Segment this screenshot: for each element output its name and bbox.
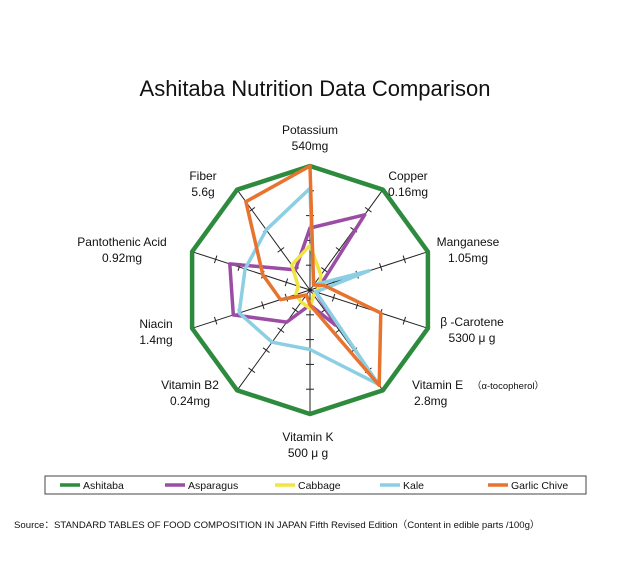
series-kale [237, 186, 381, 387]
axis-tick [213, 255, 218, 264]
series-garlic-chive [244, 164, 383, 388]
legend-label: Cabbage [298, 480, 341, 492]
axis-label-name: Vitamin K [282, 430, 333, 444]
axis-tick [291, 307, 299, 313]
axis-label-max: 2.8mg [414, 394, 447, 408]
axis-label-max: 0.16mg [388, 185, 428, 199]
axis-tick [379, 263, 383, 271]
legend: Ashitaba Asparagus Cabbage Kale Garlic Chive [44, 475, 587, 495]
series-ashitaba [189, 163, 431, 417]
axis-tick [277, 327, 285, 333]
axis-label-name: Pantothenic Acid [77, 235, 166, 249]
axis-tick [402, 316, 407, 325]
axis-tick [261, 301, 265, 310]
axis-tick [262, 347, 270, 353]
axis-line [309, 189, 384, 291]
axis-tick [402, 255, 407, 264]
source-note: Source：STANDARD TABLES OF FOOD COMPOSITI… [14, 519, 540, 531]
axis-label-name: Vitamin B2 [161, 378, 219, 392]
axis-label-max: 5300 μ g [449, 331, 496, 345]
axis-label-name: β -Carotene [440, 315, 504, 329]
axis-line [191, 251, 311, 291]
axis-labels: Potassium 540mg Copper 0.16mg Manganese 1.05m… [77, 123, 544, 460]
chart-title: Ashitaba Nutrition Data Comparison [140, 76, 491, 101]
axis-tick [213, 316, 218, 325]
axis-label-max: 540mg [292, 139, 329, 153]
axis-label-name: Vitamin E [412, 378, 463, 392]
axis-tick [364, 206, 372, 213]
axis-label-name: Manganese [437, 235, 500, 249]
legend-box [44, 475, 587, 495]
legend-label: Asparagus [188, 480, 238, 492]
legend-label: Kale [403, 480, 424, 492]
axis-label-max: 1.05mg [448, 251, 488, 265]
axis-label-max: 0.24mg [170, 394, 210, 408]
axis-label-note: （α-tocopherol） [472, 380, 544, 392]
radar-series [189, 163, 431, 417]
legend-label: Ashitaba [83, 480, 124, 492]
axis-tick [284, 278, 289, 287]
axis-line [236, 189, 311, 291]
axis-tick [248, 367, 256, 374]
axis-label-name: Potassium [282, 123, 338, 137]
axis-line [236, 289, 311, 391]
axis-label-name: Fiber [189, 169, 216, 183]
axis-tick [331, 293, 336, 302]
axis-label-max: 5.6g [191, 185, 214, 199]
axis-tick [277, 247, 285, 253]
axis-tick [321, 267, 329, 273]
axis-label-max: 0.92mg [102, 251, 142, 265]
axis-label-max: 500 μ g [288, 446, 328, 460]
axis-label-max: 1.4mg [139, 333, 172, 347]
axis-label-name: Copper [388, 169, 427, 183]
axis-label-name: Niacin [139, 317, 172, 331]
series-asparagus [228, 213, 367, 327]
legend-label: Garlic Chive [511, 480, 568, 492]
